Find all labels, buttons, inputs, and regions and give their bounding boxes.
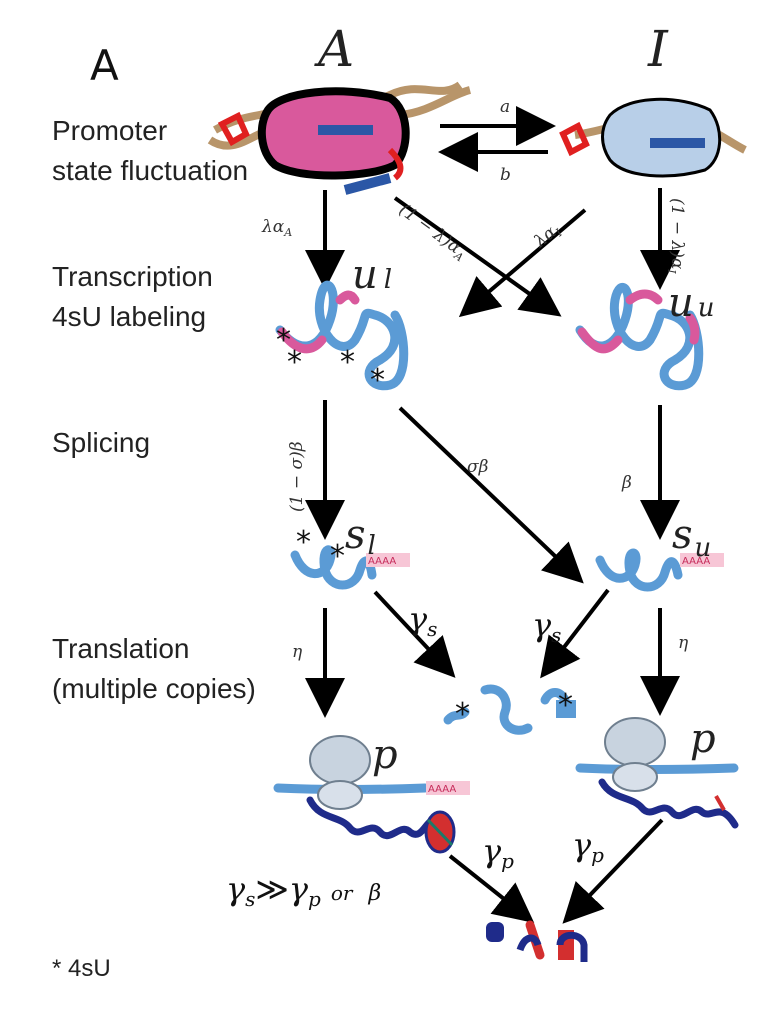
species-su: su [672,512,711,563]
ribosome-icon [604,717,666,767]
rate-lambda-alpha-I: λαI [530,219,566,254]
stage-transcription-line2: 4sU labeling [52,301,206,332]
active-promoter-icon [207,81,472,195]
polya-tail-label: AAAA [428,784,456,795]
rate-gamma-s-right: γs [532,606,561,647]
inactive-state-label: I [647,20,669,78]
stage-promoter-line2: state fluctuation [52,155,248,186]
rate-b: b [500,165,511,185]
stage-transcription-line1: Transcription [52,261,213,292]
unlabeled-spliced-mrna: AAAA [595,548,724,592]
stage-promoter-line1: Promoter [52,115,167,146]
4su-marker: * [296,525,311,560]
polya-tail-label: AAAA [368,556,396,567]
rate-gamma-s-left: γs [408,600,437,641]
rate-one-minus-sigma-beta: (1 − σ)β [287,441,307,512]
labeled-unspliced-mrna: * * * * [275,280,409,398]
species-p-left: p [372,732,398,778]
arrow-protein-degradation-right [562,818,664,924]
rate-one-minus-lambda-alpha-I: (1 − λ)αI [665,198,687,274]
species-p-right: p [690,716,716,762]
rate-sigma-beta: σβ [467,457,489,477]
rate-lambda-alpha-A: λαA [261,217,292,239]
degraded-mrna-fragments: * * [443,684,576,735]
arrow-transcription-A-unlabeled [393,196,562,317]
stage-translation-line1: Translation [52,633,189,664]
rate-beta: β [621,473,632,493]
arrow-degradation-su [540,588,610,679]
4su-marker: * [340,345,355,380]
rate-a: a [500,97,510,117]
ribosome-icon [309,735,371,785]
arrow-transcription-I-labeled [458,208,587,318]
stage-translation-line2: (multiple copies) [52,673,256,704]
left-ribosome-translation: AAAA [273,735,470,854]
4su-marker: * [455,697,470,732]
panel-label: A [90,41,119,90]
arrow-degradation-sl [373,590,456,678]
rate-gamma-p-right: γp [572,826,604,867]
arrow-splicing-cross [398,406,584,584]
arrow-protein-degradation-left [448,854,535,923]
right-ribosome-translation [575,717,739,829]
active-state-label: A [314,20,354,78]
4su-marker: * [287,345,302,380]
rate-eta-left: η [292,642,303,662]
4su-marker: * [558,688,573,723]
rate-gamma-p-left: γp [482,832,514,873]
rate-eta-right: η [678,633,689,653]
inactive-promoter-icon [559,97,747,178]
labeled-spliced-mrna: AAAA * * [290,525,410,590]
timescale-condition: γs≫γp or β [226,870,381,911]
4su-marker: * [330,539,345,574]
polya-tail-label: AAAA [682,556,710,567]
footnote-4su: * 4sU [52,955,111,982]
4su-marker: * [276,323,291,358]
degraded-protein-fragments [486,920,588,962]
rate-one-minus-lambda-alpha-A: (1 − λ)αA [394,200,471,264]
species-sl: sl [345,512,376,561]
stage-splicing: Splicing [52,427,150,458]
4su-marker: * [370,363,385,398]
unlabeled-unspliced-mrna [575,282,704,391]
